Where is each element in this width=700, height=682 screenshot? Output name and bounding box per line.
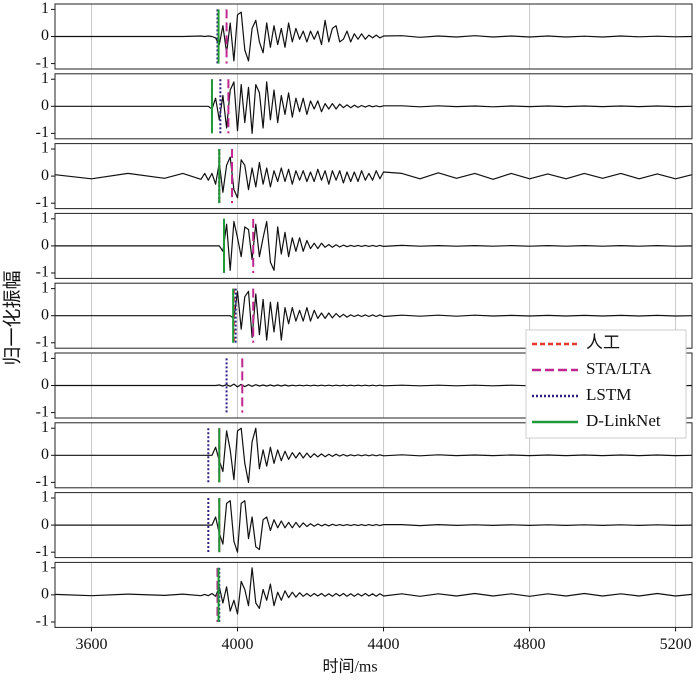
panel-frame xyxy=(54,212,693,279)
y-tick-label: -1 xyxy=(36,124,49,141)
y-tick-label: 0 xyxy=(41,306,49,323)
legend-label: 人工 xyxy=(586,333,620,352)
waveform xyxy=(55,220,693,271)
legend-label: LSTM xyxy=(586,385,631,404)
y-tick-label: -1 xyxy=(36,543,49,560)
y-tick-label: -1 xyxy=(36,473,49,490)
y-tick-label: -1 xyxy=(36,333,49,350)
legend-label: D-LinkNet xyxy=(586,411,661,430)
y-tick-label: 1 xyxy=(41,140,49,157)
y-tick-label: 1 xyxy=(41,489,49,506)
y-tick-label: 0 xyxy=(41,237,49,254)
y-tick-label: 1 xyxy=(41,0,49,17)
waveform xyxy=(55,500,693,553)
y-axis-label: 归一化振幅 xyxy=(1,270,23,365)
x-tick-label: 4400 xyxy=(368,636,400,653)
y-tick-label: 0 xyxy=(41,167,49,184)
waveform xyxy=(54,567,693,615)
panel-frame xyxy=(54,73,693,140)
waveform xyxy=(55,290,693,341)
x-axis-label: 时间/ms xyxy=(322,658,377,676)
x-tick-label: 5200 xyxy=(660,636,692,653)
waveform xyxy=(55,11,693,62)
y-tick-label: 1 xyxy=(41,419,49,436)
y-tick-label: 0 xyxy=(41,516,49,533)
waveform xyxy=(54,156,693,199)
y-tick-label: 0 xyxy=(41,97,49,114)
y-tick-label: -1 xyxy=(36,403,49,420)
y-tick-label: 1 xyxy=(41,279,49,296)
y-tick-label: 1 xyxy=(41,558,49,575)
panel-frame xyxy=(54,143,693,210)
panel-frame xyxy=(54,3,693,70)
panel-frame xyxy=(54,282,693,349)
x-tick-label: 4800 xyxy=(514,636,546,653)
panel-frame xyxy=(54,422,693,489)
y-tick-label: 1 xyxy=(41,209,49,226)
waveform xyxy=(55,427,693,483)
y-tick-label: -1 xyxy=(36,264,49,281)
y-tick-label: 1 xyxy=(41,349,49,366)
y-tick-label: 0 xyxy=(41,586,49,603)
waveform xyxy=(55,383,693,388)
panel-frame xyxy=(54,352,693,419)
y-tick-label: 0 xyxy=(41,376,49,393)
waveform xyxy=(55,81,693,134)
y-tick-label: 0 xyxy=(41,27,49,44)
x-tick-label: 4000 xyxy=(222,636,254,653)
y-tick-label: 0 xyxy=(41,446,49,463)
legend-box xyxy=(525,329,687,439)
panel-frame xyxy=(54,561,693,628)
legend-label: STA/LTA xyxy=(586,359,652,378)
x-tick-label: 3600 xyxy=(76,636,108,653)
y-tick-label: -1 xyxy=(36,54,49,71)
y-tick-label: 1 xyxy=(41,70,49,87)
y-tick-label: -1 xyxy=(36,613,49,630)
y-tick-label: -1 xyxy=(36,194,49,211)
panel-frame xyxy=(54,492,693,559)
